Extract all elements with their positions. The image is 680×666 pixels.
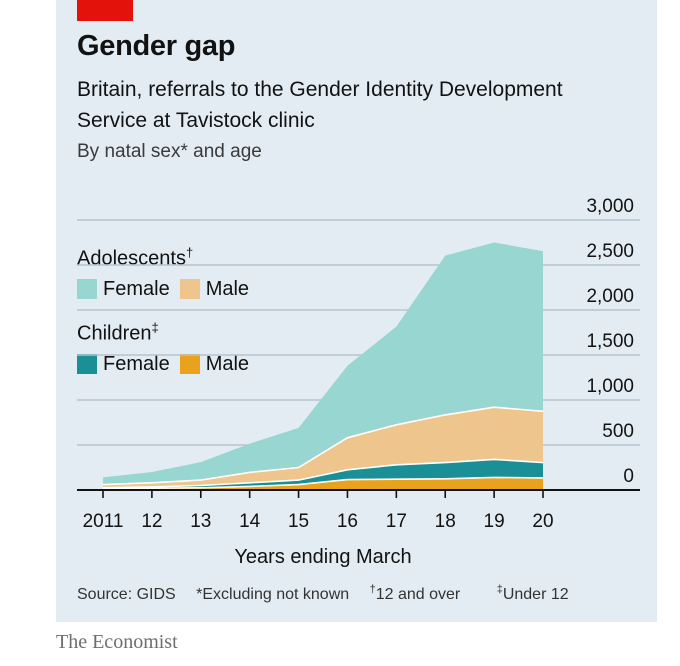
legend-children-row: Female Male xyxy=(77,352,259,390)
y-tick-label-2500: 2,500 xyxy=(586,241,634,262)
chart-subtitle: Britain, referrals to the Gender Identit… xyxy=(77,78,563,132)
area-children-male xyxy=(103,477,543,490)
legend-children-title: Children‡ xyxy=(77,315,259,352)
legend-swatch-child-female xyxy=(77,354,97,374)
legend: Adolescents† Female Male Children‡ Femal… xyxy=(77,240,259,390)
legend-item-adolescent-male: Male xyxy=(179,277,250,301)
brand-red-tag xyxy=(77,0,133,21)
x-tick-label-2015: 15 xyxy=(288,511,309,532)
separator-line-2 xyxy=(102,458,544,489)
chart-note: By natal sex* and age xyxy=(77,141,262,162)
footnote-adolescents-mark: † xyxy=(369,584,376,596)
chart-panel xyxy=(56,0,657,622)
footnote-adolescents: †12 and over xyxy=(369,584,477,604)
x-tick-label-2014: 14 xyxy=(239,511,261,532)
x-tick-label-2019: 19 xyxy=(484,511,505,532)
footnote-children-text: Under 12 xyxy=(502,586,569,604)
legend-swatch-adolescent-female xyxy=(77,279,97,299)
y-tick-label-500: 500 xyxy=(602,421,634,442)
footnote-children: ‡Under 12 xyxy=(496,584,585,604)
separator-line-1 xyxy=(102,476,544,490)
y-tick-label-1000: 1,000 xyxy=(586,376,634,397)
x-tick-label-2018: 18 xyxy=(435,511,456,532)
x-tick-label-2016: 16 xyxy=(337,511,358,532)
legend-adolescents-label: Adolescents xyxy=(77,247,186,270)
area-adolescents-female xyxy=(103,242,543,485)
legend-adolescents-mark: † xyxy=(185,245,194,260)
x-tick-label-2011: 2011 xyxy=(83,511,124,532)
legend-children-label: Children xyxy=(77,322,152,345)
y-tick-label-0: 0 xyxy=(623,466,634,487)
y-tick-label-1500: 1,500 xyxy=(586,331,634,352)
economist-logo: The Economist xyxy=(56,631,178,653)
legend-label-child-female: Female xyxy=(103,353,170,375)
footnote-excluding: *Excluding not known xyxy=(196,586,350,604)
source-note: Source: GIDS xyxy=(77,586,176,604)
x-tick-label-2017: 17 xyxy=(386,511,407,532)
legend-adolescents-title: Adolescents† xyxy=(77,240,259,277)
separator-line-3 xyxy=(102,406,544,486)
y-tick-label-3000: 3,000 xyxy=(586,196,634,217)
footnote-adolescents-text: 12 and over xyxy=(375,586,461,604)
legend-swatch-child-male xyxy=(179,354,200,374)
area-children-female xyxy=(103,459,543,489)
x-tick-label-2012: 12 xyxy=(141,511,162,532)
legend-swatch-adolescent-male xyxy=(179,279,200,299)
legend-children-mark: ‡ xyxy=(151,320,159,335)
legend-label-child-male: Male xyxy=(205,353,250,375)
footnote-children-mark: ‡ xyxy=(496,584,503,596)
x-axis-title: Years ending March xyxy=(234,546,411,568)
legend-label-adolescent-female: Female xyxy=(103,278,170,300)
chart-title: Gender gap xyxy=(77,30,236,62)
footnotes: Source: GIDS *Excluding not known †12 an… xyxy=(77,584,647,604)
legend-item-child-female: Female xyxy=(77,352,170,376)
x-tick-label-2020: 20 xyxy=(532,511,553,532)
legend-adolescents-row: Female Male xyxy=(77,277,259,315)
legend-label-adolescent-male: Male xyxy=(205,278,250,300)
y-tick-label-2000: 2,000 xyxy=(586,286,634,307)
area-adolescents-male xyxy=(103,407,543,488)
legend-item-child-male: Male xyxy=(179,352,250,376)
x-tick-label-2013: 13 xyxy=(190,511,211,532)
legend-item-adolescent-female: Female xyxy=(77,277,170,301)
